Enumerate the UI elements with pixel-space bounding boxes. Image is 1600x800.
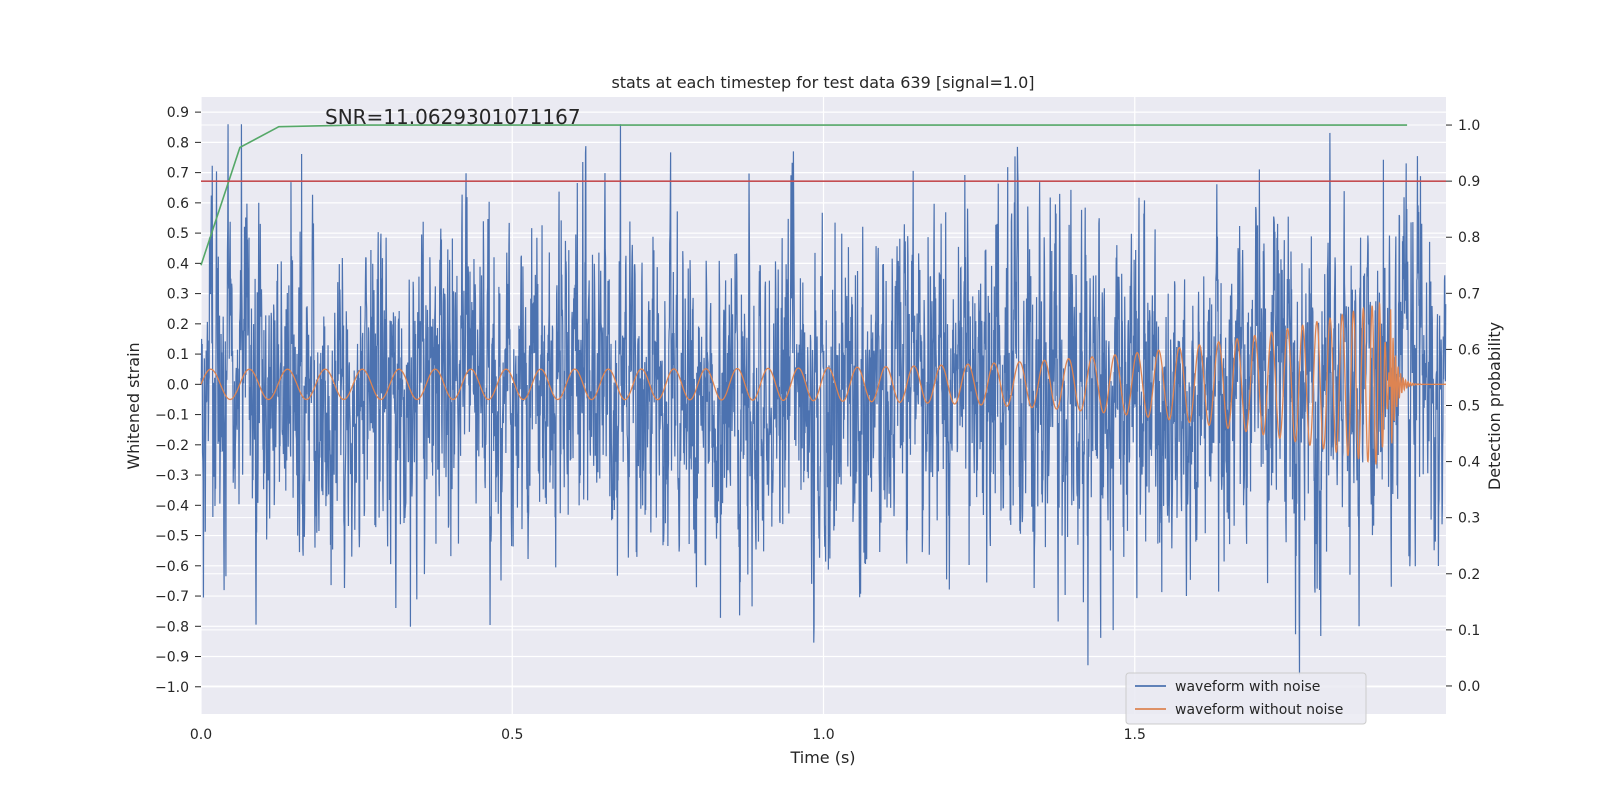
legend: waveform with noise waveform without noi…	[1125, 672, 1367, 725]
x-axis-title: Time (s)	[789, 748, 855, 767]
y-tick-label: 0.5	[167, 226, 189, 242]
y-tick-label: −1.0	[155, 680, 189, 696]
y-tick-label: 0.9	[167, 105, 189, 121]
y-tick-label: −0.9	[155, 650, 189, 666]
legend-box	[1125, 672, 1367, 725]
x-tick-label: 1.5	[1124, 727, 1146, 743]
y-right-tick-label: 0.1	[1458, 623, 1480, 639]
y-right-tick-label: 0.9	[1458, 174, 1480, 190]
y-tick-label: −0.6	[155, 559, 189, 575]
y-tick-label: 0.0	[167, 377, 189, 393]
x-tick-label: 0.0	[190, 727, 212, 743]
y-axis-title-left: Whitened strain	[124, 342, 143, 469]
x-tick-label: 1.0	[812, 727, 834, 743]
y-tick-label: −0.7	[155, 589, 189, 605]
y-tick-label: 0.7	[167, 166, 189, 182]
y-axis-title-right: Detection probability	[1485, 322, 1504, 490]
y-right-tick-label: 0.6	[1458, 342, 1480, 358]
series-waveform-with-noise	[200, 124, 1447, 675]
y-tick-label: 0.8	[167, 135, 189, 151]
y-tick-label: 0.4	[167, 256, 189, 272]
y-tick-label: −0.8	[155, 619, 189, 635]
snr-annotation: SNR=11.0629301071167	[325, 105, 581, 129]
legend-entry-noise: waveform with noise	[1175, 679, 1320, 695]
y-tick-label: 0.2	[167, 317, 189, 333]
left-axis: 0.9 0.8 0.7 0.6 0.5 0.4 0.3 0.2 0.1 0.0 −0.1 −0.2 −0…	[155, 105, 201, 696]
y-right-tick-label: 0.5	[1458, 399, 1480, 415]
y-right-tick-label: 0.4	[1458, 455, 1480, 471]
y-right-tick-label: 0.3	[1458, 511, 1480, 527]
y-right-tick-label: 0.7	[1458, 286, 1480, 302]
y-right-tick-label: 0.0	[1458, 679, 1480, 695]
y-right-tick-label: 0.2	[1458, 567, 1480, 583]
y-tick-label: 0.1	[167, 347, 189, 363]
chart-title: stats at each timestep for test data 639…	[611, 73, 1034, 92]
y-tick-label: −0.3	[155, 468, 189, 484]
y-tick-label: 0.3	[167, 287, 189, 303]
y-tick-label: −0.5	[155, 529, 189, 545]
y-right-tick-label: 0.8	[1458, 230, 1480, 246]
series-layer	[200, 124, 1447, 675]
series-detection-probability	[200, 124, 1408, 266]
right-axis: 1.0 0.9 0.8 0.7 0.6 0.5 0.4 0.3 0.2 0.1 0.0	[1446, 118, 1480, 695]
x-tick-label: 0.5	[501, 727, 523, 743]
y-tick-label: −0.2	[155, 438, 189, 454]
y-tick-label: −0.4	[155, 498, 189, 514]
legend-entry-clean: waveform without noise	[1175, 702, 1343, 718]
series-waveform-without-noise	[200, 301, 1446, 465]
y-tick-label: −0.1	[155, 408, 189, 424]
bottom-axis: 0.0 0.5 1.0 1.5	[190, 727, 1146, 743]
y-tick-label: 0.6	[167, 196, 189, 212]
y-right-tick-label: 1.0	[1458, 118, 1480, 134]
